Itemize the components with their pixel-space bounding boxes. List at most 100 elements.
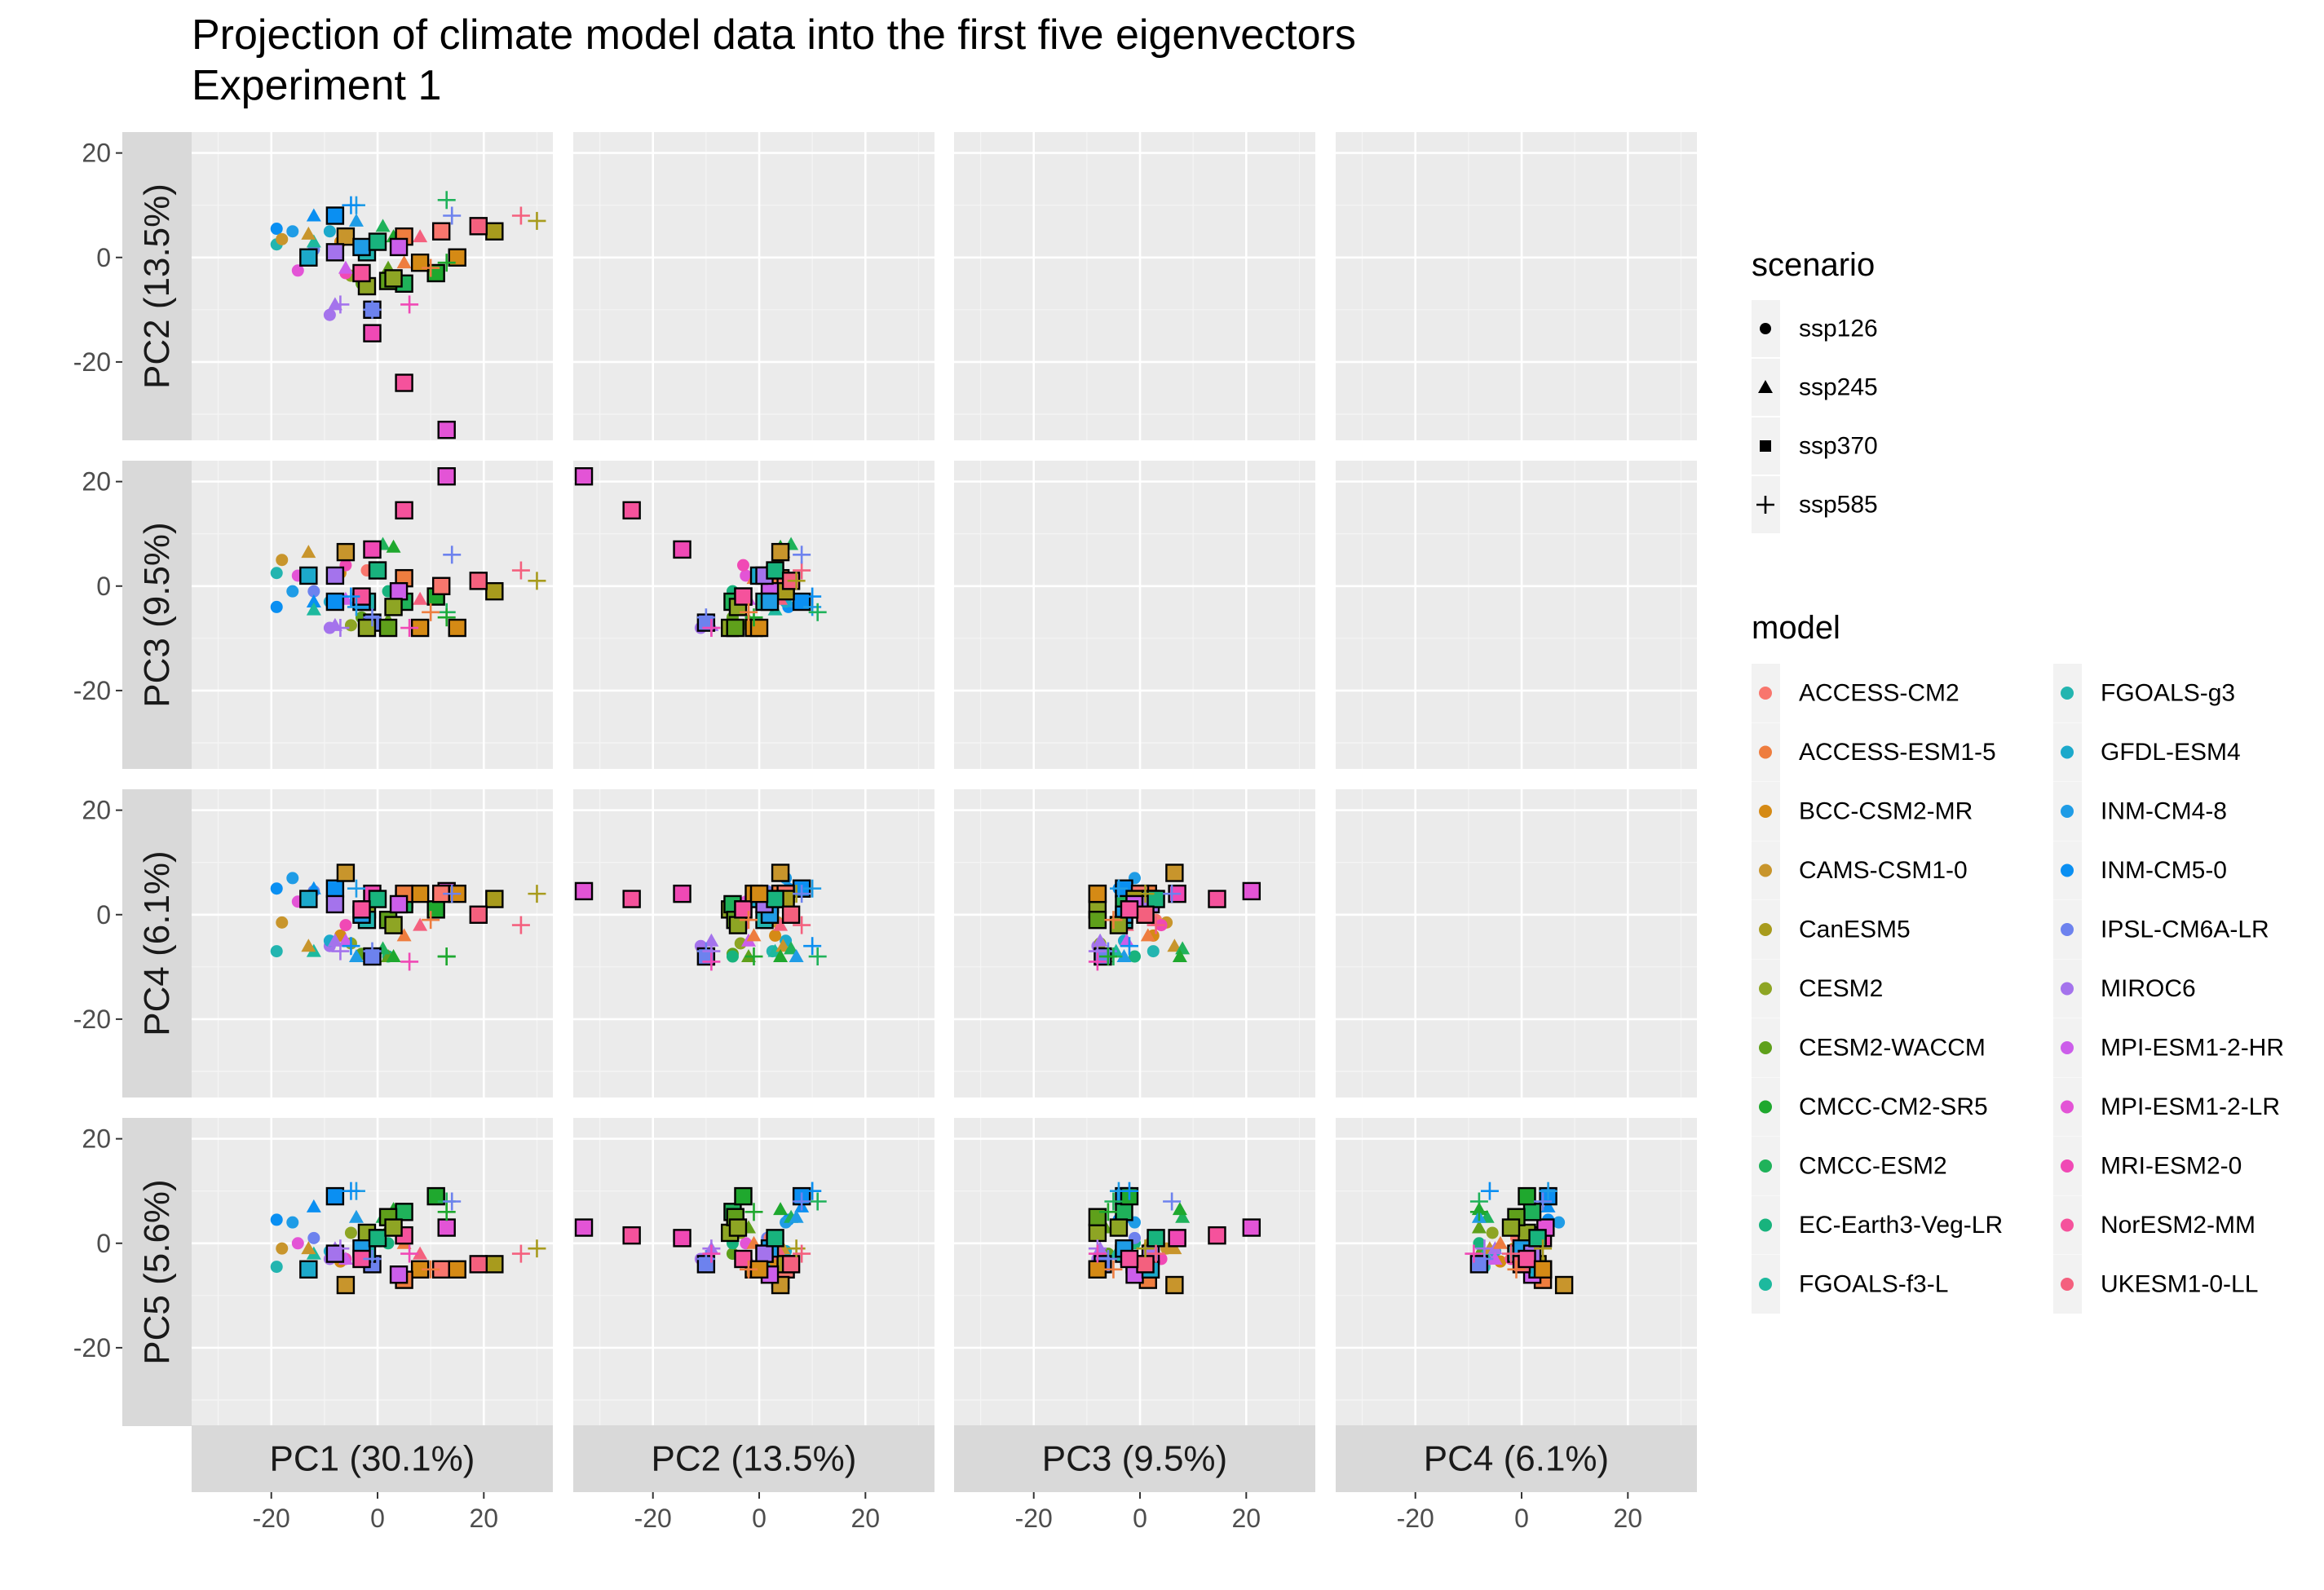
data-point [1522,1203,1542,1221]
data-point [1088,884,1107,903]
data-point [1492,1235,1508,1249]
data-point [749,884,769,903]
data-point [803,1181,822,1200]
legend-key-circle [2061,1218,2074,1232]
data-point [1136,905,1155,924]
column-strip-label: PC1 (30.1%) [270,1439,475,1479]
data-point [734,1186,753,1206]
data-point [338,933,353,947]
data-point [325,243,345,262]
data-point [336,227,356,246]
data-point [775,939,791,952]
data-point [1109,1218,1129,1237]
data-point [773,917,789,931]
data-point [368,232,387,251]
data-point [270,945,283,958]
data-point [1167,939,1182,952]
data-point [485,581,504,601]
y-tick-label: 0 [96,900,111,930]
x-tick-label: 0 [1133,1504,1147,1533]
data-point [389,1265,409,1284]
data-point [1147,890,1165,908]
data-point [325,894,345,914]
facet-panels [192,132,1697,1426]
data-point [437,608,456,627]
y-tick-label: 20 [82,467,111,497]
legend-model-label: CanESM5 [1799,916,1911,943]
legend-model-label: MPI-ESM1-2-HR [2101,1035,2284,1062]
legend-key-triangle [1758,380,1773,393]
data-point [766,1229,784,1248]
data-point [1147,1244,1165,1263]
data-point [384,598,403,616]
data-point [1501,1218,1521,1237]
data-point [771,863,790,882]
data-point [760,592,780,612]
data-point [437,1218,456,1237]
y-tick-label: 20 [82,796,111,825]
data-point [574,881,594,901]
legend-model-item: CanESM5 [1752,900,1911,959]
row-strip [122,1118,192,1426]
x-tick-label: 0 [370,1504,385,1533]
facet-panel [192,1118,553,1426]
legend-model-item: IPSL-CM6A-LR [2053,900,2269,959]
facet-panel [192,132,553,440]
data-point [734,587,753,606]
data-point [306,208,321,222]
data-point [299,566,318,585]
legend-model-item: CMCC-CM2-SR5 [1752,1077,1988,1137]
data-point [673,540,691,559]
data-point [437,254,456,272]
data-point [803,937,822,956]
data-point [306,1199,321,1212]
data-point [331,1239,350,1258]
data-point [400,619,419,638]
data-point [270,600,283,613]
data-point [574,467,594,486]
legend-scenario-label: ssp126 [1799,316,1878,342]
data-point [396,928,412,942]
data-point [422,911,440,930]
legend-key-circle [1759,687,1772,700]
data-point [443,885,462,903]
data-point [1507,1260,1526,1279]
legend-key-circle [2061,1159,2074,1173]
row-strip-label: PC4 (6.1%) [137,850,177,1036]
data-point [728,1218,748,1237]
data-point [1469,1255,1489,1274]
data-point [395,1203,413,1221]
data-point [400,295,419,314]
data-point [528,885,546,903]
facet-panel [1336,461,1697,769]
data-point [1088,1223,1107,1243]
data-point [384,269,403,288]
facet-panel [573,461,934,769]
data-point [755,1244,774,1263]
data-point [739,911,758,930]
data-point [739,1260,758,1279]
data-point [363,942,382,961]
legend-key-circle [2061,1100,2074,1114]
legend-model-item: EC-Earth3-Veg-LR [1752,1195,2003,1255]
data-point [485,1255,504,1274]
data-point [528,211,546,230]
data-point [793,561,811,580]
data-point [348,949,364,963]
legend-model-item: UKESM1-0-LL [2053,1255,2258,1314]
x-tick-label: -20 [1015,1504,1053,1533]
data-point [437,420,456,439]
legend-key-circle [1759,1218,1772,1232]
legend-key-circle [2061,863,2074,877]
x-tick-label: 20 [470,1504,499,1533]
y-tick-label: -20 [73,347,111,377]
data-point [803,879,822,898]
legend-model-label: ACCESS-ESM1-5 [1799,739,1996,766]
data-point [301,939,316,952]
legend-key-circle [1759,1159,1772,1173]
data-point [299,890,318,908]
legend-key-circle [2061,687,2074,700]
data-point [368,1229,387,1248]
data-point [307,585,320,598]
